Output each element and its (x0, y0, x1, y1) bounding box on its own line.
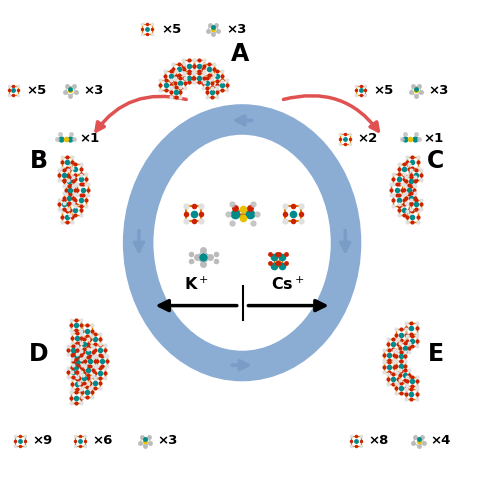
Text: ×2: ×2 (357, 132, 377, 145)
Text: Cs$^+$: Cs$^+$ (270, 276, 304, 293)
Text: A: A (230, 42, 248, 66)
Text: B: B (30, 148, 48, 172)
Text: C: C (426, 148, 443, 172)
Text: ×8: ×8 (367, 434, 388, 448)
Text: ×4: ×4 (430, 434, 450, 448)
Text: E: E (427, 342, 443, 366)
Text: ×5: ×5 (372, 84, 392, 97)
Text: ×6: ×6 (93, 434, 113, 448)
Text: ×3: ×3 (157, 434, 178, 448)
Text: ×1: ×1 (423, 132, 443, 145)
Text: ×5: ×5 (161, 22, 181, 36)
Text: K$^+$: K$^+$ (183, 276, 208, 293)
Text: ×1: ×1 (79, 132, 99, 145)
Text: ×5: ×5 (26, 84, 46, 97)
Text: ×3: ×3 (427, 84, 447, 97)
Text: ×3: ×3 (83, 84, 103, 97)
Text: ×9: ×9 (32, 434, 52, 448)
Text: D: D (29, 342, 49, 366)
Text: ×3: ×3 (225, 22, 246, 36)
